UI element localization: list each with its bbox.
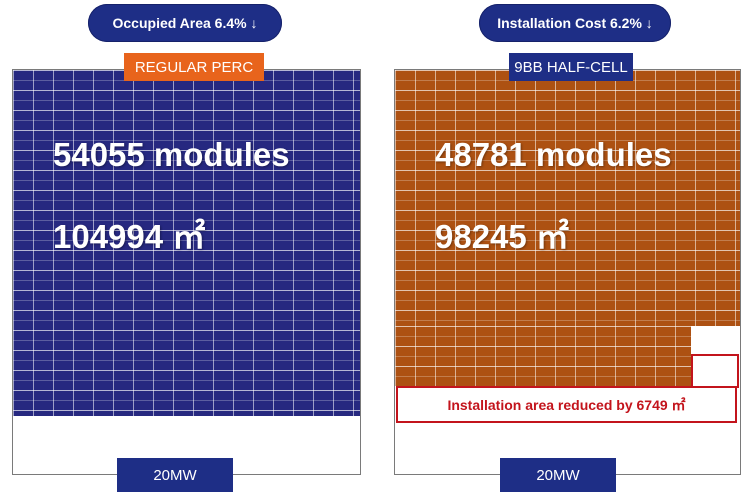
half-cell-module-array xyxy=(395,70,740,326)
reduced-area-outline xyxy=(691,354,739,388)
perc-module-array xyxy=(13,70,360,416)
half-cell-panel: 48781 modules 98245 ㎡ xyxy=(394,69,741,475)
half-cell-module-count: 48781 modules xyxy=(435,136,672,173)
half-cell-capacity-label: 20MW xyxy=(500,458,616,492)
half-cell-tag: 9BB HALF-CELL xyxy=(509,53,633,81)
perc-module-count: 54055 modules xyxy=(53,136,290,173)
perc-capacity-label: 20MW xyxy=(117,458,233,492)
regular-perc-tag: REGULAR PERC xyxy=(124,53,264,81)
half-cell-module-array-lower xyxy=(395,326,691,386)
regular-perc-panel: 54055 modules 104994 ㎡ xyxy=(12,69,361,475)
area-reduced-note: Installation area reduced by 6749 ㎡ xyxy=(396,386,737,423)
installation-cost-pill: Installation Cost 6.2% ↓ xyxy=(479,4,671,42)
half-cell-area: 98245 ㎡ xyxy=(435,218,569,255)
perc-area: 104994 ㎡ xyxy=(53,218,206,255)
occupied-area-pill: Occupied Area 6.4% ↓ xyxy=(88,4,282,42)
